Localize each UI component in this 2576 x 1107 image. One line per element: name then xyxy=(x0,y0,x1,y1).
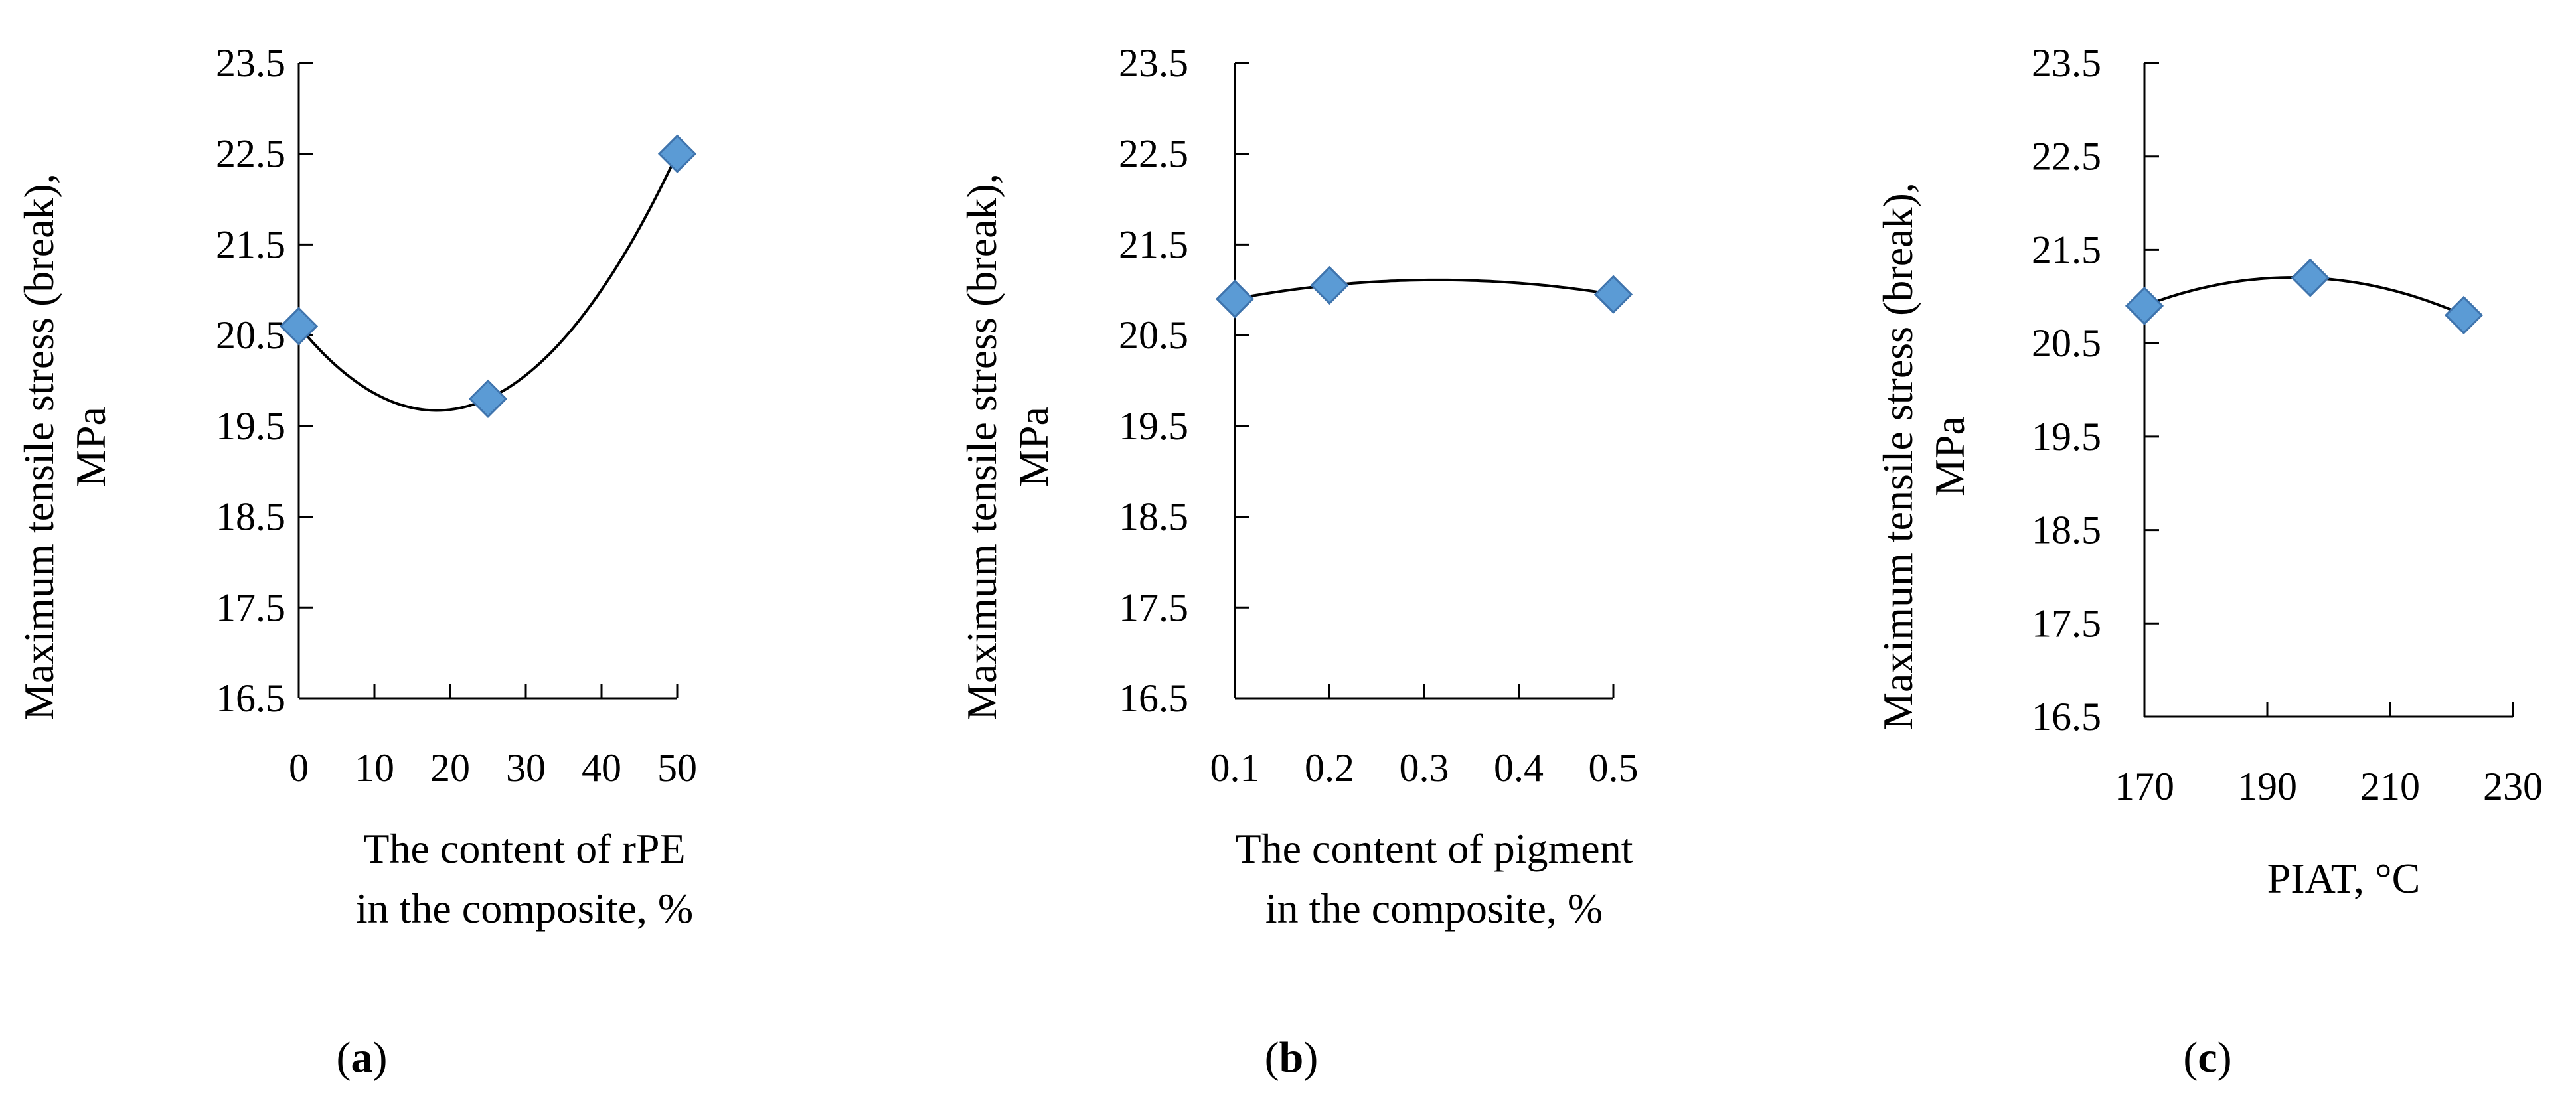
data-point-marker xyxy=(657,134,697,173)
x-axis-title: PIAT, °C xyxy=(2267,855,2421,902)
x-tick-label: 0 xyxy=(289,746,309,790)
data-point-marker xyxy=(279,307,319,346)
data-point-marker xyxy=(2125,286,2164,325)
x-tick-label: 0.3 xyxy=(1400,746,1449,790)
x-tick-label: 10 xyxy=(355,746,394,790)
y-axis-title-line: MPa xyxy=(1010,407,1057,487)
chart-panel-a: 16.5 17.5 18.5 19.5 20.5 21.5 22.5 23.5 0 10 20 30 4… xyxy=(15,41,697,932)
y-tick-label: 19.5 xyxy=(1119,404,1188,448)
y-tick-label: 16.5 xyxy=(1119,676,1188,720)
x-tick-label: 0.5 xyxy=(1589,746,1639,790)
x-tick-label: 0.1 xyxy=(1210,746,1260,790)
y-axis-title-line: Maximum tensile stress (break), xyxy=(15,173,62,721)
y-tick-label: 21.5 xyxy=(1119,222,1188,266)
data-point-marker xyxy=(2291,258,2330,297)
y-tick-label: 18.5 xyxy=(216,495,285,539)
x-tick-label: 20 xyxy=(430,746,470,790)
y-tick-label: 21.5 xyxy=(216,222,285,266)
y-tick-label: 20.5 xyxy=(2032,321,2101,365)
data-point-marker xyxy=(1215,279,1255,319)
y-tick-label: 23.5 xyxy=(1119,41,1188,85)
data-point-marker xyxy=(2444,295,2484,335)
trendline xyxy=(1234,278,1614,301)
x-tick-label: 190 xyxy=(2237,765,2297,808)
x-tick-label: 30 xyxy=(506,746,546,790)
data-point-marker xyxy=(1593,275,1633,314)
y-tick-label: 22.5 xyxy=(216,132,285,176)
x-tick-label: 50 xyxy=(657,746,697,790)
y-tick-label: 18.5 xyxy=(2032,508,2101,552)
y-tick-label: 20.5 xyxy=(216,313,285,357)
y-tick-label: 17.5 xyxy=(1119,585,1188,629)
x-axis-title-line: in the composite, % xyxy=(356,885,693,932)
x-tick-label: 0.4 xyxy=(1494,746,1544,790)
data-point-marker xyxy=(1310,265,1349,305)
chart-panels: 16.5 17.5 18.5 19.5 20.5 21.5 22.5 23.5 0 10 20 30 4… xyxy=(15,41,2543,932)
y-tick-label: 17.5 xyxy=(216,585,285,629)
y-tick-label: 21.5 xyxy=(2032,228,2101,271)
y-axis-title: Maximum tensile stress (break), MPa xyxy=(958,173,1057,721)
x-tick-label: 230 xyxy=(2483,765,2543,808)
panel-label-c: (c) xyxy=(2183,1033,2231,1082)
data-point-marker xyxy=(468,379,508,418)
y-axis-title-line: Maximum tensile stress (break), xyxy=(1874,183,1921,730)
panel-label-a: (a) xyxy=(337,1033,388,1082)
y-tick-label: 20.5 xyxy=(1119,313,1188,357)
y-tick-label: 19.5 xyxy=(216,404,285,448)
x-tick-label: 170 xyxy=(2115,765,2174,808)
x-tick-label: 0.2 xyxy=(1305,746,1354,790)
x-axis-title: The content of rPE in the composite, % xyxy=(356,825,693,932)
x-axis-title-line: PIAT, °C xyxy=(2267,855,2421,902)
y-axis-title-line: MPa xyxy=(67,407,114,487)
chart-panel-b: 16.5 17.5 18.5 19.5 20.5 21.5 22.5 23.5 0.1 0.2 0.… xyxy=(958,41,1639,932)
x-axis-title-line: in the composite, % xyxy=(1265,885,1603,932)
y-tick-label: 16.5 xyxy=(2032,695,2101,739)
y-tick-label: 23.5 xyxy=(2032,41,2101,85)
y-tick-label: 18.5 xyxy=(1119,495,1188,539)
y-tick-label: 17.5 xyxy=(2032,601,2101,645)
x-axis-title: The content of pigment in the composite, … xyxy=(1236,825,1633,932)
y-axis-title-line: Maximum tensile stress (break), xyxy=(958,173,1005,721)
x-tick-label: 40 xyxy=(582,746,621,790)
y-tick-label: 23.5 xyxy=(216,41,285,85)
panel-label-b: (b) xyxy=(1265,1033,1319,1082)
y-tick-label: 22.5 xyxy=(1119,132,1188,176)
y-axis-title-line: MPa xyxy=(1926,416,1973,496)
y-axis-title: Maximum tensile stress (break), MPa xyxy=(15,173,114,721)
y-axis-title: Maximum tensile stress (break), MPa xyxy=(1874,183,1973,730)
x-axis-title-line: The content of pigment xyxy=(1236,825,1633,872)
x-axis-title-line: The content of rPE xyxy=(363,825,685,872)
trendline xyxy=(297,153,679,412)
y-tick-label: 22.5 xyxy=(2032,135,2101,179)
y-tick-label: 19.5 xyxy=(2032,415,2101,459)
y-tick-label: 16.5 xyxy=(216,676,285,720)
x-tick-label: 210 xyxy=(2360,765,2420,808)
chart-panel-c: 16.5 17.5 18.5 19.5 20.5 21.5 22.5 23.5 170 190 21… xyxy=(1874,41,2543,902)
